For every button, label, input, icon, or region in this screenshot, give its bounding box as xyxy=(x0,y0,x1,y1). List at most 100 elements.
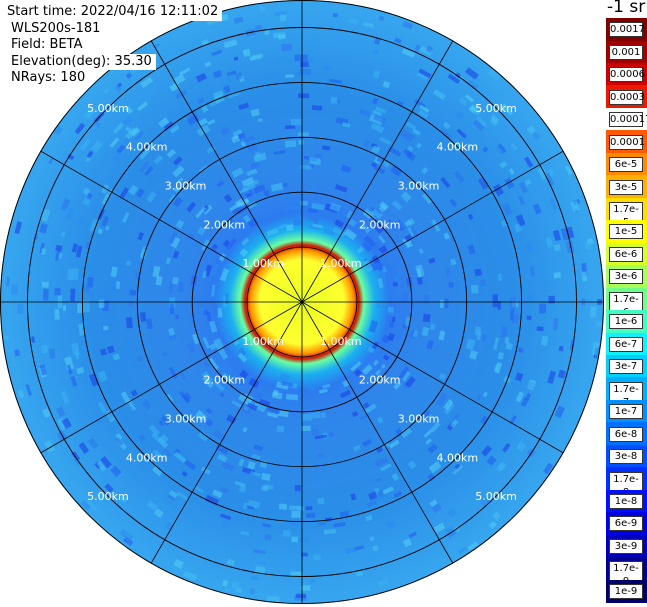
ring-label: 1.00km xyxy=(320,257,362,270)
speckle-gate xyxy=(560,227,571,241)
ring-label: 2.00km xyxy=(359,374,401,387)
speckle-gate xyxy=(429,360,437,369)
speckle-gate xyxy=(294,54,308,62)
speckle-gate xyxy=(323,228,336,237)
speckle-gate xyxy=(153,508,164,518)
speckle-gate xyxy=(489,117,499,127)
speckle-gate xyxy=(495,461,507,473)
speckle-gate xyxy=(388,243,395,251)
speckle-gate xyxy=(251,53,264,60)
speckle-gate xyxy=(259,6,266,12)
speckle-gate xyxy=(305,506,313,511)
colorbar-tick-label: 1e-6 xyxy=(609,314,643,330)
speckle-gate xyxy=(453,526,461,534)
speckle-gate xyxy=(277,409,289,418)
speckle-gate xyxy=(314,434,328,440)
speckle-gate xyxy=(14,349,21,357)
speckle-gate xyxy=(425,45,434,54)
speckle-gate xyxy=(110,283,117,294)
speckle-gate xyxy=(281,381,293,388)
speckle-gate xyxy=(234,480,246,488)
speckle-gate xyxy=(554,405,565,419)
speckle-gate xyxy=(372,545,379,552)
speckle-gate xyxy=(115,437,124,446)
speckle-gate xyxy=(151,465,163,477)
speckle-gate xyxy=(201,371,214,384)
speckle-gate xyxy=(39,242,45,254)
speckle-gate xyxy=(17,303,24,314)
speckle-gate xyxy=(114,84,123,93)
speckle-gate xyxy=(351,410,359,418)
speckle-gate xyxy=(390,165,403,177)
speckle-gate xyxy=(77,303,84,314)
speckle-gate xyxy=(202,270,208,279)
speckle-gate xyxy=(373,49,379,55)
azimuth-spoke xyxy=(301,301,564,454)
speckle-gate xyxy=(259,465,269,474)
speckle-gate xyxy=(231,134,241,144)
speckle-gate xyxy=(407,218,416,226)
speckle-gate xyxy=(264,30,270,35)
speckle-gate xyxy=(225,238,237,250)
speckle-gate xyxy=(276,425,285,433)
speckle-gate xyxy=(360,227,367,233)
speckle-gate xyxy=(421,352,429,362)
speckle-gate xyxy=(404,376,416,388)
speckle-gate xyxy=(362,21,375,29)
speckle-gate xyxy=(183,236,195,251)
speckle-gate xyxy=(216,180,225,188)
speckle-gate xyxy=(67,268,74,281)
speckle-gate xyxy=(158,117,170,128)
speckle-gate xyxy=(388,321,395,328)
speckle-gate xyxy=(173,559,184,569)
speckle-gate xyxy=(497,301,502,310)
speckle-gate xyxy=(99,348,107,356)
speckle-gate xyxy=(173,186,180,193)
speckle-gate xyxy=(317,497,325,505)
speckle-gate xyxy=(497,143,507,154)
speckle-gate xyxy=(402,20,414,30)
speckle-gate xyxy=(127,399,137,411)
speckle-gate xyxy=(308,216,319,222)
speckle-gate xyxy=(117,82,123,88)
speckle-gate xyxy=(590,306,597,318)
speckle-gate xyxy=(414,343,425,357)
speckle-gate xyxy=(203,360,210,368)
speckle-gate xyxy=(80,138,91,152)
speckle-gate xyxy=(373,114,387,124)
speckle-gate xyxy=(202,337,211,349)
speckle-gate xyxy=(43,439,56,454)
speckle-gate xyxy=(259,398,271,407)
speckle-gate xyxy=(472,119,485,132)
speckle-gate xyxy=(545,172,555,186)
speckle-gate xyxy=(382,80,391,89)
speckle-gate xyxy=(406,145,414,153)
speckle-gate xyxy=(187,342,196,354)
speckle-gate xyxy=(402,382,410,390)
speckle-gate xyxy=(385,311,394,323)
speckle-gate xyxy=(227,91,240,99)
speckle-gate xyxy=(211,49,223,56)
speckle-gate xyxy=(170,361,180,372)
speckle-gate xyxy=(360,224,371,234)
speckle-gate xyxy=(54,287,61,296)
speckle-gate xyxy=(182,392,192,403)
speckle-gate xyxy=(467,79,479,91)
speckle-gate xyxy=(241,237,250,246)
speckle-gate xyxy=(60,231,66,238)
speckle-gate xyxy=(86,192,93,200)
speckle-gate xyxy=(184,459,197,471)
speckle-gate xyxy=(493,337,499,350)
speckle-gate xyxy=(382,354,390,361)
speckle-gate xyxy=(375,106,387,114)
speckle-gate xyxy=(368,491,378,501)
speckle-gate xyxy=(39,364,47,376)
speckle-gate xyxy=(516,441,527,452)
speckle-gate xyxy=(416,71,429,81)
colorbar-title: -1 sr xyxy=(607,0,646,17)
speckle-gate xyxy=(414,99,426,109)
speckle-gate xyxy=(162,448,172,458)
speckle-gate xyxy=(418,109,429,119)
speckle-gate xyxy=(295,593,307,598)
speckle-gate xyxy=(454,463,461,470)
